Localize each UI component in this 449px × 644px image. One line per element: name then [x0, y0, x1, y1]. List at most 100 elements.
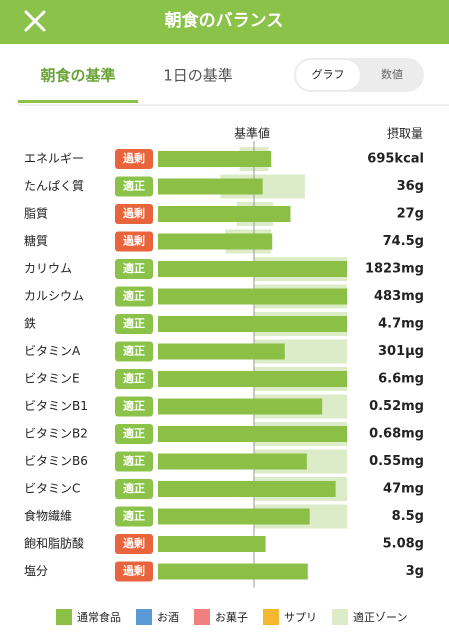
- status-badge: [115, 369, 153, 389]
- status-label: 適正: [123, 371, 145, 385]
- amount: 301µg: [378, 344, 424, 359]
- tab-active[interactable]: 朝食の基準: [40, 67, 115, 85]
- bar: [158, 233, 273, 250]
- nutrient-label: 脂質: [24, 206, 48, 221]
- amount: 0.68mg: [369, 427, 424, 442]
- bar: [158, 453, 307, 470]
- legend-label: お菓子: [215, 611, 248, 624]
- amount: 6.6mg: [378, 372, 424, 387]
- amount: 8.5g: [392, 509, 424, 524]
- tab-underline: [18, 100, 138, 103]
- status-label: 適正: [123, 261, 145, 275]
- legend-swatch: [194, 609, 210, 625]
- amount: 3g: [406, 564, 424, 579]
- status-label: 過剰: [122, 536, 145, 550]
- nutrient-label: ビタミンA: [24, 344, 81, 358]
- bar: [158, 536, 266, 552]
- status-badge: [115, 286, 153, 307]
- legend-label: 適正ゾーン: [353, 610, 407, 624]
- amount: 695kcal: [367, 152, 424, 167]
- bar: [158, 316, 348, 332]
- nutrient-label: ビタミンE: [24, 372, 80, 386]
- nutrient-label: 糖質: [24, 233, 48, 248]
- status-badge: [115, 479, 153, 499]
- legend-label: 通常食品: [77, 610, 121, 624]
- nutrient-label: カリウム: [24, 262, 72, 276]
- status-label: 適正: [123, 481, 145, 495]
- status-label: 適正: [123, 509, 145, 523]
- status-badge: [115, 506, 153, 527]
- amount: 483mg: [374, 289, 424, 304]
- status-badge: [115, 204, 153, 224]
- amount: 0.52mg: [369, 399, 424, 414]
- status-label: 適正: [123, 289, 145, 303]
- status-label: 過剰: [122, 234, 145, 248]
- nutrient-label: ビタミンB2: [24, 427, 88, 441]
- toggle-option[interactable]: 数値: [381, 68, 403, 81]
- legend-swatch: [332, 609, 348, 625]
- bar: [158, 178, 263, 195]
- status-badge: [115, 341, 153, 362]
- nutrient-label: カルシウム: [24, 289, 84, 303]
- nutrient-label: 鉄: [24, 316, 36, 331]
- bar: [158, 398, 323, 415]
- bar: [158, 206, 291, 222]
- status-label: 過剰: [122, 151, 145, 165]
- bar: [158, 151, 272, 167]
- column-header: 摂取量: [387, 126, 423, 141]
- amount: 5.08g: [383, 537, 424, 552]
- amount: 27g: [397, 207, 424, 222]
- status-label: 適正: [123, 344, 145, 358]
- status-label: 過剰: [122, 206, 145, 220]
- status-badge: [115, 176, 153, 197]
- status-badge: [115, 561, 153, 582]
- status-label: 適正: [123, 454, 145, 468]
- status-badge: [115, 534, 153, 554]
- bar: [158, 508, 310, 525]
- nutrient-label: 塩分: [24, 563, 48, 578]
- status-badge: [115, 259, 153, 279]
- status-label: 過剰: [122, 564, 145, 578]
- bar: [158, 563, 308, 580]
- legend-label: お酒: [157, 611, 179, 624]
- column-header: 基準値: [234, 126, 270, 141]
- legend-swatch: [263, 609, 279, 625]
- bar: [158, 426, 348, 442]
- nutrient-label: ビタミンB6: [24, 454, 88, 468]
- bar: [158, 343, 285, 360]
- amount: 47mg: [383, 482, 424, 497]
- bar: [158, 481, 336, 497]
- status-badge: [115, 451, 153, 472]
- nutrient-label: ビタミンB1: [24, 399, 88, 413]
- status-badge: [115, 396, 153, 417]
- amount: 1823mg: [365, 262, 424, 277]
- legend-swatch: [136, 609, 152, 625]
- header-title: 朝食のバランス: [165, 10, 284, 31]
- close-button[interactable]: [24, 10, 46, 32]
- nutrient-label: エネルギー: [24, 152, 84, 166]
- status-label: 適正: [123, 316, 145, 330]
- nutrient-label: ビタミンC: [24, 482, 80, 496]
- legend-label: サプリ: [284, 611, 317, 624]
- status-badge: [115, 314, 153, 334]
- legend-swatch: [56, 609, 72, 625]
- amount: 4.7mg: [378, 317, 424, 332]
- bar: [158, 371, 348, 387]
- status-label: 適正: [123, 179, 145, 193]
- header-bar: [0, 0, 449, 44]
- amount: 74.5g: [383, 234, 424, 249]
- tab[interactable]: 1日の基準: [163, 67, 233, 85]
- status-label: 適正: [123, 426, 145, 440]
- status-badge: [115, 424, 153, 444]
- nutrient-label: たんぱく質: [24, 178, 84, 193]
- amount: 0.55mg: [369, 454, 424, 469]
- status-badge: [115, 149, 153, 169]
- toggle-option[interactable]: グラフ: [312, 67, 345, 81]
- nutrient-label: 飽和脂肪酸: [24, 536, 84, 551]
- amount: 36g: [397, 179, 424, 194]
- nutrient-label: 食物繊維: [24, 508, 72, 523]
- bar: [158, 261, 348, 277]
- status-label: 適正: [123, 399, 145, 413]
- bar: [158, 288, 348, 305]
